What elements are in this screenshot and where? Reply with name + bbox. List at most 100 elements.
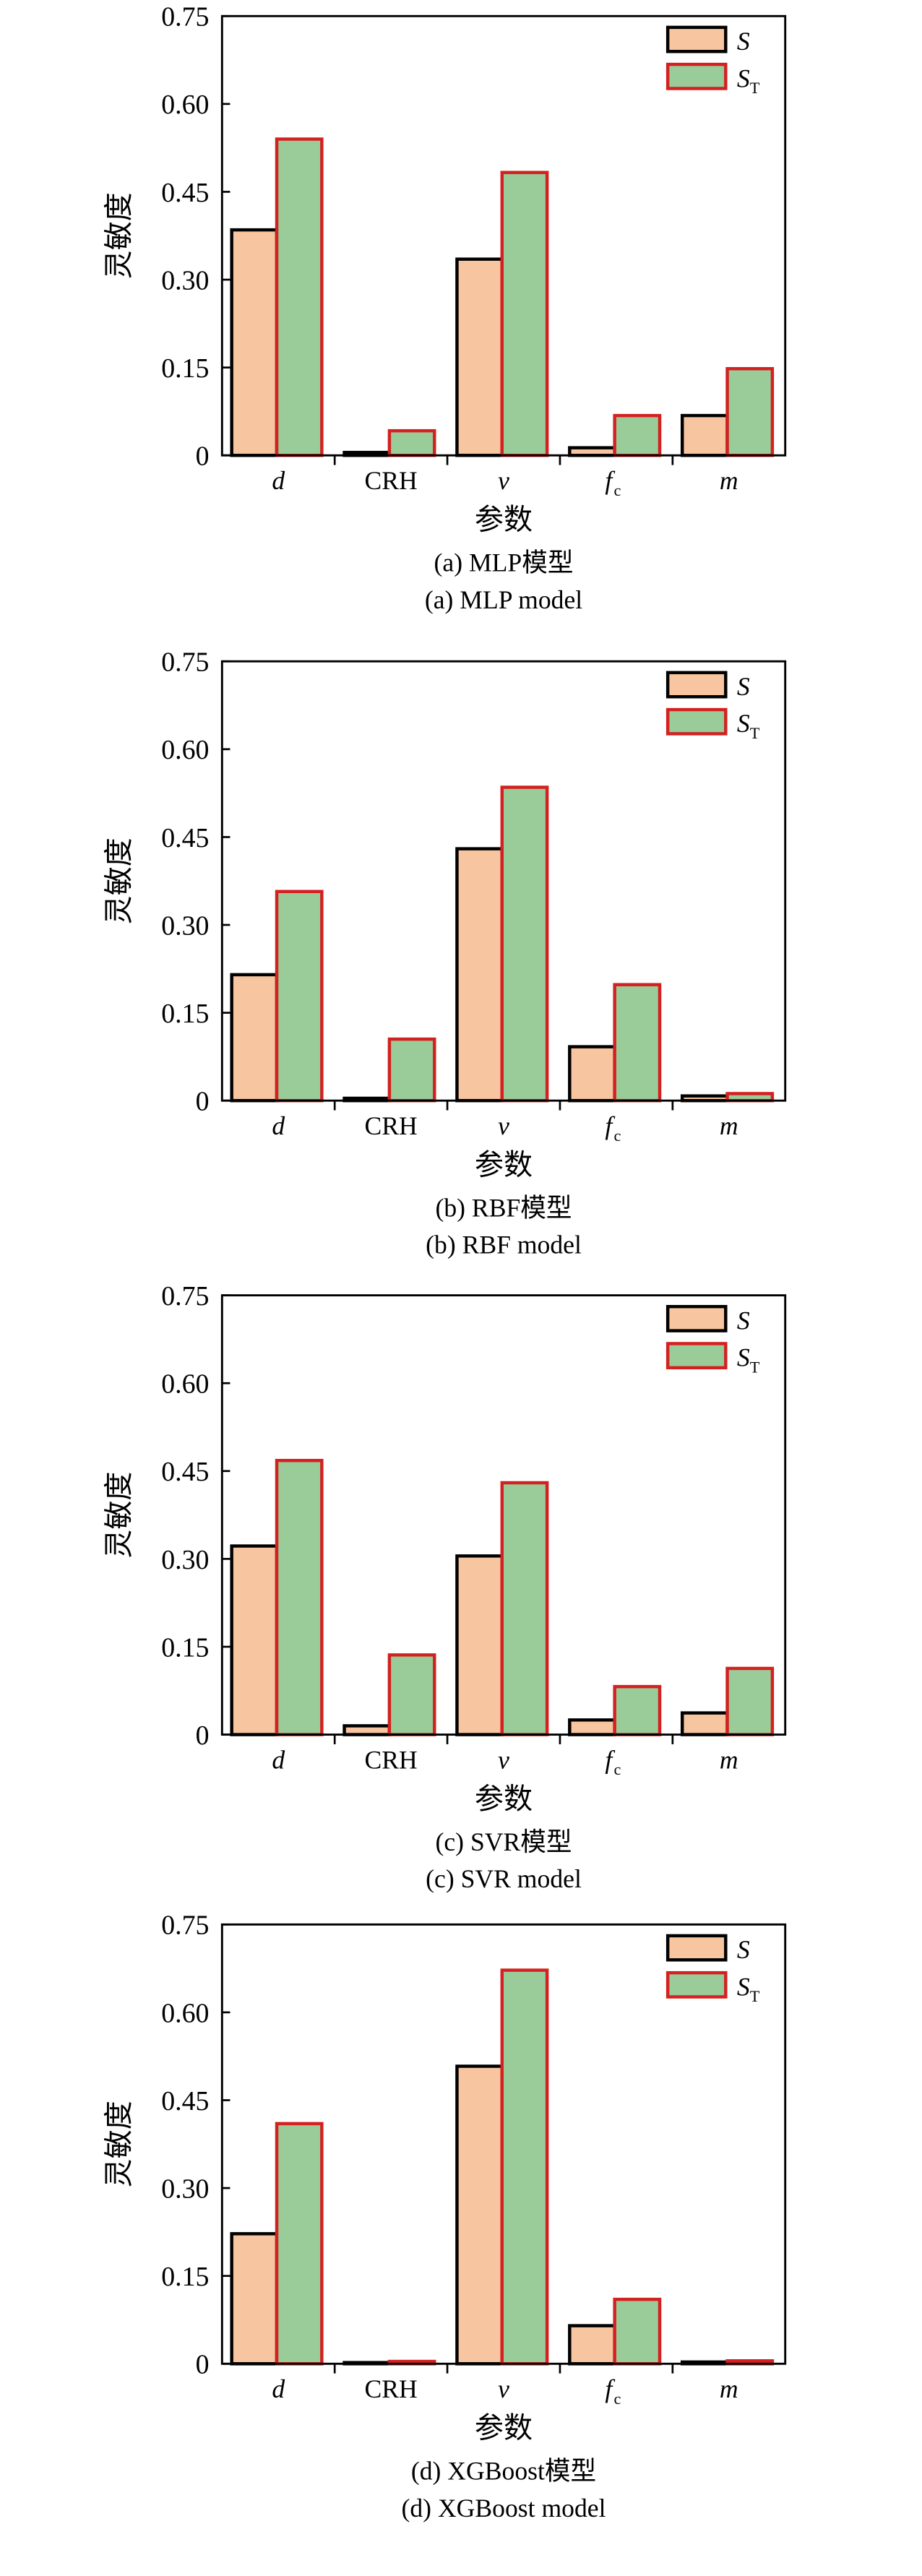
caption-en: (b) RBF model	[426, 1231, 582, 1259]
bar-s	[680, 1711, 729, 1736]
x-tick-label: CRH	[364, 2374, 417, 2403]
x-tick-label: v	[498, 466, 509, 495]
legend-swatch	[665, 671, 728, 699]
bar-st	[275, 889, 324, 1103]
legend: S ST	[665, 1934, 760, 2005]
legend-swatch	[665, 1304, 728, 1332]
legend: S ST	[665, 25, 760, 97]
x-tick-label: d	[272, 1111, 285, 1140]
x-tick-label: CRH	[364, 1745, 417, 1774]
bar-st	[500, 1968, 549, 2366]
bar-s	[568, 446, 616, 457]
x-tick-label: d	[272, 466, 285, 495]
legend-label: S	[737, 1935, 750, 1964]
bar-s	[342, 1724, 392, 1736]
x-tick-label: d	[272, 2374, 285, 2403]
legend: S ST	[665, 1304, 760, 1377]
bar-s	[455, 847, 504, 1103]
y-tick-label: 0.60	[161, 1369, 209, 1400]
legend-swatch	[665, 707, 728, 736]
y-axis-label: 灵敏度	[103, 1471, 135, 1558]
bar-st	[500, 1481, 549, 1736]
plot-frame	[220, 1923, 787, 2365]
bar-st	[500, 785, 549, 1103]
legend: S ST	[665, 671, 760, 742]
y-tick-label: 0	[196, 1720, 210, 1751]
y-tick-label: 0.15	[161, 2262, 209, 2292]
caption-en: (a) MLP model	[425, 585, 582, 614]
legend-swatch	[665, 1970, 728, 1999]
legend-label: S	[737, 672, 750, 701]
y-tick-label: 0.30	[161, 910, 209, 941]
bar-st	[275, 1458, 324, 1736]
bar-s	[455, 2064, 504, 2366]
bar-st	[613, 2297, 662, 2366]
bar-s	[455, 1554, 504, 1736]
y-tick-label: 0	[196, 2350, 210, 2380]
x-tick-label: v	[498, 1111, 509, 1140]
x-tick-label: m	[720, 2374, 738, 2403]
bar-st	[387, 1653, 436, 1736]
y-axis-label: 灵敏度	[103, 837, 135, 924]
y-tick-label: 0	[196, 441, 210, 472]
bar-s	[568, 1718, 616, 1736]
caption-cn: (b) RBF模型	[435, 1194, 572, 1223]
plot-frame	[220, 14, 787, 457]
x-tick-label: m	[720, 1745, 738, 1774]
y-tick-label: 0.45	[161, 823, 209, 853]
y-axis-label: 灵敏度	[103, 192, 135, 279]
y-tick-label: 0.45	[161, 1457, 209, 1487]
y-tick-label: 0.75	[161, 1281, 209, 1311]
x-tick-label: CRH	[364, 1111, 417, 1140]
y-tick-label: 0.75	[161, 2, 209, 33]
bar-s	[568, 1045, 616, 1103]
bar-s	[230, 228, 279, 457]
plot-frame	[220, 660, 787, 1102]
x-tick-label: fc	[605, 1745, 621, 1778]
y-tick-label: 0.75	[161, 1911, 209, 1941]
bar-st	[613, 983, 662, 1103]
x-tick-label: v	[498, 1745, 509, 1774]
bar-st	[725, 367, 775, 457]
legend-swatch	[665, 62, 728, 90]
y-tick-label: 0.60	[161, 90, 209, 120]
y-tick-label: 0.30	[161, 265, 209, 296]
y-tick-label: 0.15	[161, 353, 209, 384]
legend-swatch	[665, 1342, 728, 1370]
x-tick-label: m	[720, 466, 738, 495]
x-tick-label: v	[498, 2374, 509, 2403]
y-tick-label: 0.45	[161, 178, 209, 208]
y-tick-label: 0.15	[161, 1632, 209, 1663]
legend-label: S	[737, 27, 750, 56]
legend-label: ST	[737, 64, 760, 97]
y-tick-label: 0.15	[161, 999, 209, 1029]
x-tick-label: d	[272, 1745, 285, 1774]
y-tick-label: 0.30	[161, 2174, 209, 2204]
bar-s	[230, 1544, 279, 1736]
bar-s	[568, 2324, 616, 2366]
x-tick-label: CRH	[364, 466, 417, 495]
x-axis-label: 参数	[475, 1783, 533, 1815]
y-tick-label: 0.45	[161, 2086, 209, 2116]
bar-s	[230, 973, 279, 1103]
bar-st	[387, 428, 436, 457]
caption-en: (c) SVR model	[426, 1864, 582, 1893]
caption-cn: (c) SVR模型	[436, 1827, 572, 1856]
bar-st	[500, 171, 549, 457]
legend-label: ST	[737, 1972, 760, 2005]
y-tick-label: 0.60	[161, 735, 209, 765]
y-axis-label: 灵敏度	[103, 2101, 135, 2187]
legend-swatch	[665, 25, 728, 53]
x-axis-label: 参数	[475, 2412, 533, 2444]
bar-s	[680, 413, 729, 457]
bar-st	[725, 1666, 775, 1736]
x-tick-label: m	[720, 1111, 738, 1140]
y-tick-label: 0.30	[161, 1545, 209, 1575]
x-tick-label: fc	[605, 1111, 621, 1145]
x-axis-label: 参数	[475, 504, 533, 536]
x-tick-label: fc	[605, 466, 621, 499]
